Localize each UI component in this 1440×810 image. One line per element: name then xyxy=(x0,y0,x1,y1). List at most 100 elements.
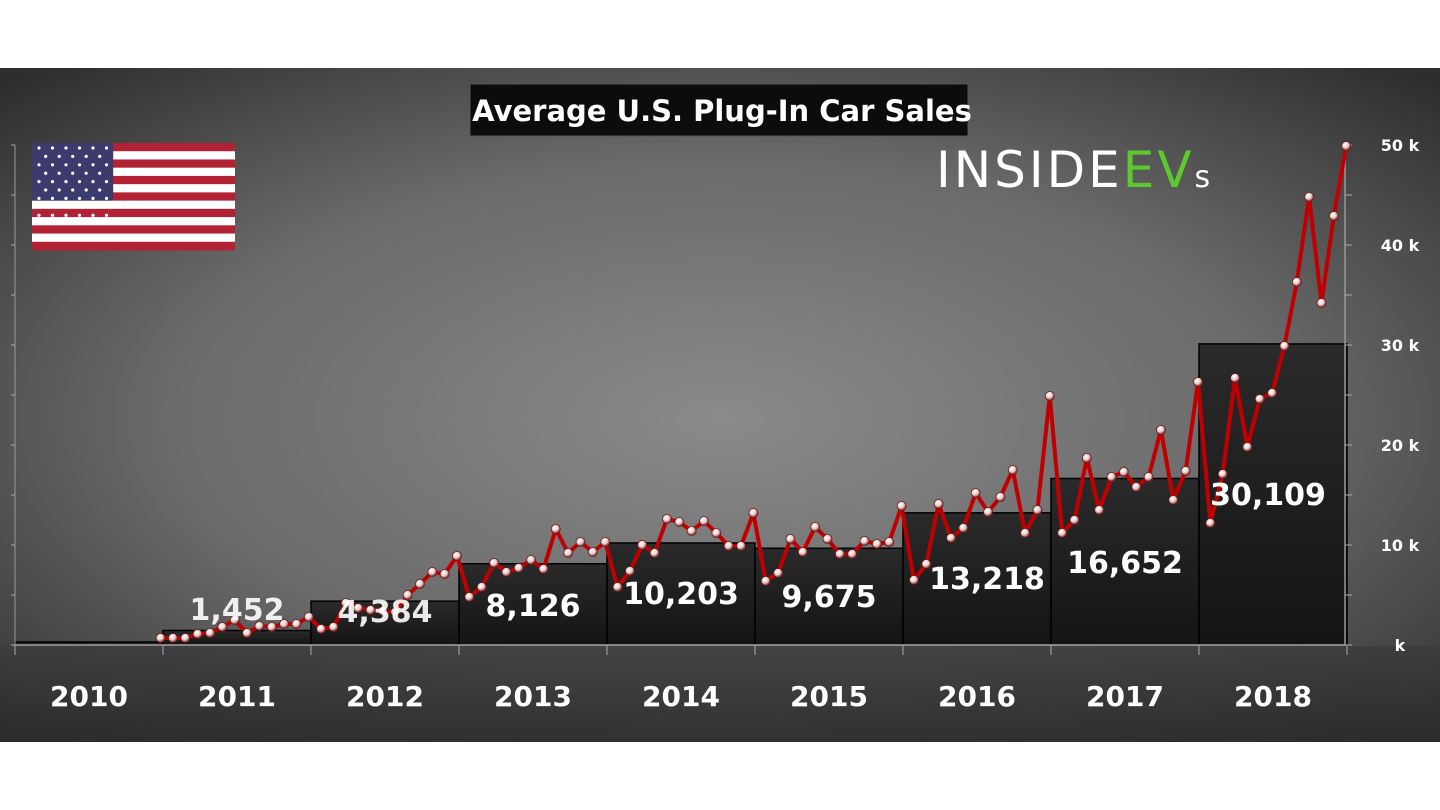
flag-stripe xyxy=(32,208,235,218)
flag-star xyxy=(77,213,82,217)
flag-stripe xyxy=(32,184,235,193)
flag-star xyxy=(84,205,88,209)
monthly-sales-point xyxy=(748,508,759,518)
monthly-sales-point xyxy=(760,576,771,586)
monthly-sales-point xyxy=(1291,277,1302,287)
flag-star xyxy=(77,196,82,200)
monthly-sales-point xyxy=(711,528,722,538)
insideevs-logo: INSIDEEVs xyxy=(936,141,1213,199)
flag-star xyxy=(77,163,82,167)
flag-star xyxy=(64,196,68,200)
flag-star xyxy=(71,154,75,158)
monthly-sales-point xyxy=(884,537,895,547)
monthly-sales-point xyxy=(402,590,413,600)
flag-star xyxy=(64,146,68,150)
monthly-sales-point xyxy=(377,606,388,616)
monthly-sales-point xyxy=(600,537,611,547)
flag-star xyxy=(37,180,41,184)
monthly-sales-point xyxy=(1119,467,1129,477)
flag-star xyxy=(64,163,68,167)
monthly-sales-point xyxy=(563,548,574,558)
flag-star xyxy=(91,180,95,184)
flag-star xyxy=(98,188,102,192)
flag-star xyxy=(37,163,41,167)
flag-stripe xyxy=(32,241,235,251)
x-tick-label: 2010 xyxy=(50,680,128,713)
x-tick-label: 2016 xyxy=(938,680,1016,713)
flag-stripe xyxy=(32,159,235,169)
flag-star xyxy=(50,163,55,167)
y-tick-label: 40 k xyxy=(1381,236,1420,255)
flag-stripe xyxy=(32,225,235,235)
monthly-sales-point xyxy=(254,621,265,631)
monthly-sales-point xyxy=(316,624,327,634)
flag-stripe xyxy=(32,167,235,177)
us-flag-icon xyxy=(32,143,235,251)
flag-star xyxy=(77,146,82,150)
monthly-sales-point xyxy=(1143,472,1154,482)
monthly-sales-point xyxy=(699,516,709,526)
flag-star xyxy=(50,213,55,217)
flag-star xyxy=(44,188,48,192)
monthly-sales-point xyxy=(155,633,166,643)
x-tick-label: 2011 xyxy=(198,680,276,713)
annual-average-label: 13,218 xyxy=(929,562,1045,597)
flag-star xyxy=(50,180,55,184)
monthly-sales-point xyxy=(192,629,203,639)
annual-average-label: 16,652 xyxy=(1067,546,1183,581)
annual-average-label: 4,384 xyxy=(338,595,433,630)
monthly-sales-point xyxy=(365,605,376,615)
flag-stripe xyxy=(32,200,235,210)
monthly-sales-point xyxy=(205,628,215,638)
x-tick-label: 2014 xyxy=(642,680,720,713)
monthly-sales-point xyxy=(575,537,586,547)
monthly-sales-point xyxy=(587,547,598,557)
monthly-sales-point xyxy=(995,492,1006,502)
logo-part-ev: EV xyxy=(1123,141,1195,199)
monthly-sales-point xyxy=(1304,192,1315,202)
monthly-sales-point xyxy=(674,517,685,527)
flag-star xyxy=(104,180,109,184)
monthly-sales-point xyxy=(439,569,450,579)
flag-star xyxy=(71,171,75,175)
flag-stripe xyxy=(32,233,235,243)
x-tick-label: 2015 xyxy=(790,680,868,713)
monthly-sales-point xyxy=(625,566,635,576)
monthly-sales-point xyxy=(180,633,191,643)
flag-star xyxy=(77,180,82,184)
monthly-sales-point xyxy=(303,612,314,622)
monthly-sales-point xyxy=(390,607,401,617)
monthly-sales-point xyxy=(1230,373,1240,383)
flag-star xyxy=(37,196,41,200)
monthly-sales-point xyxy=(946,533,956,543)
monthly-sales-point xyxy=(415,579,425,589)
monthly-sales-point xyxy=(662,514,672,524)
annual-average-label: 1,452 xyxy=(190,593,285,628)
monthly-sales-point xyxy=(1217,469,1228,479)
monthly-sales-point xyxy=(476,582,487,592)
flag-star xyxy=(84,188,88,192)
monthly-sales-point xyxy=(1168,495,1179,505)
monthly-sales-point xyxy=(266,622,277,632)
flag-star xyxy=(57,154,61,158)
monthly-sales-point xyxy=(983,507,993,517)
flag-star xyxy=(44,205,48,209)
monthly-sales-point xyxy=(1242,442,1253,452)
flag-star xyxy=(91,163,95,167)
monthly-sales-point xyxy=(526,555,536,565)
monthly-sales-point xyxy=(452,551,462,561)
flag-star xyxy=(57,188,61,192)
monthly-sales-point xyxy=(872,539,882,549)
monthly-sales-point xyxy=(1094,505,1105,515)
monthly-sales-point xyxy=(921,559,932,569)
monthly-sales-point xyxy=(513,563,524,573)
monthly-sales-point xyxy=(168,633,178,643)
flag-stripe xyxy=(32,151,235,160)
flag-star xyxy=(37,213,41,217)
chart-title: Average U.S. Plug-In Car Sales xyxy=(472,94,972,128)
annual-average-label: 10,203 xyxy=(623,577,739,612)
monthly-sales-point xyxy=(822,534,833,544)
logo-part-s: s xyxy=(1195,160,1214,195)
y-tick-label: 50 k xyxy=(1381,136,1420,155)
